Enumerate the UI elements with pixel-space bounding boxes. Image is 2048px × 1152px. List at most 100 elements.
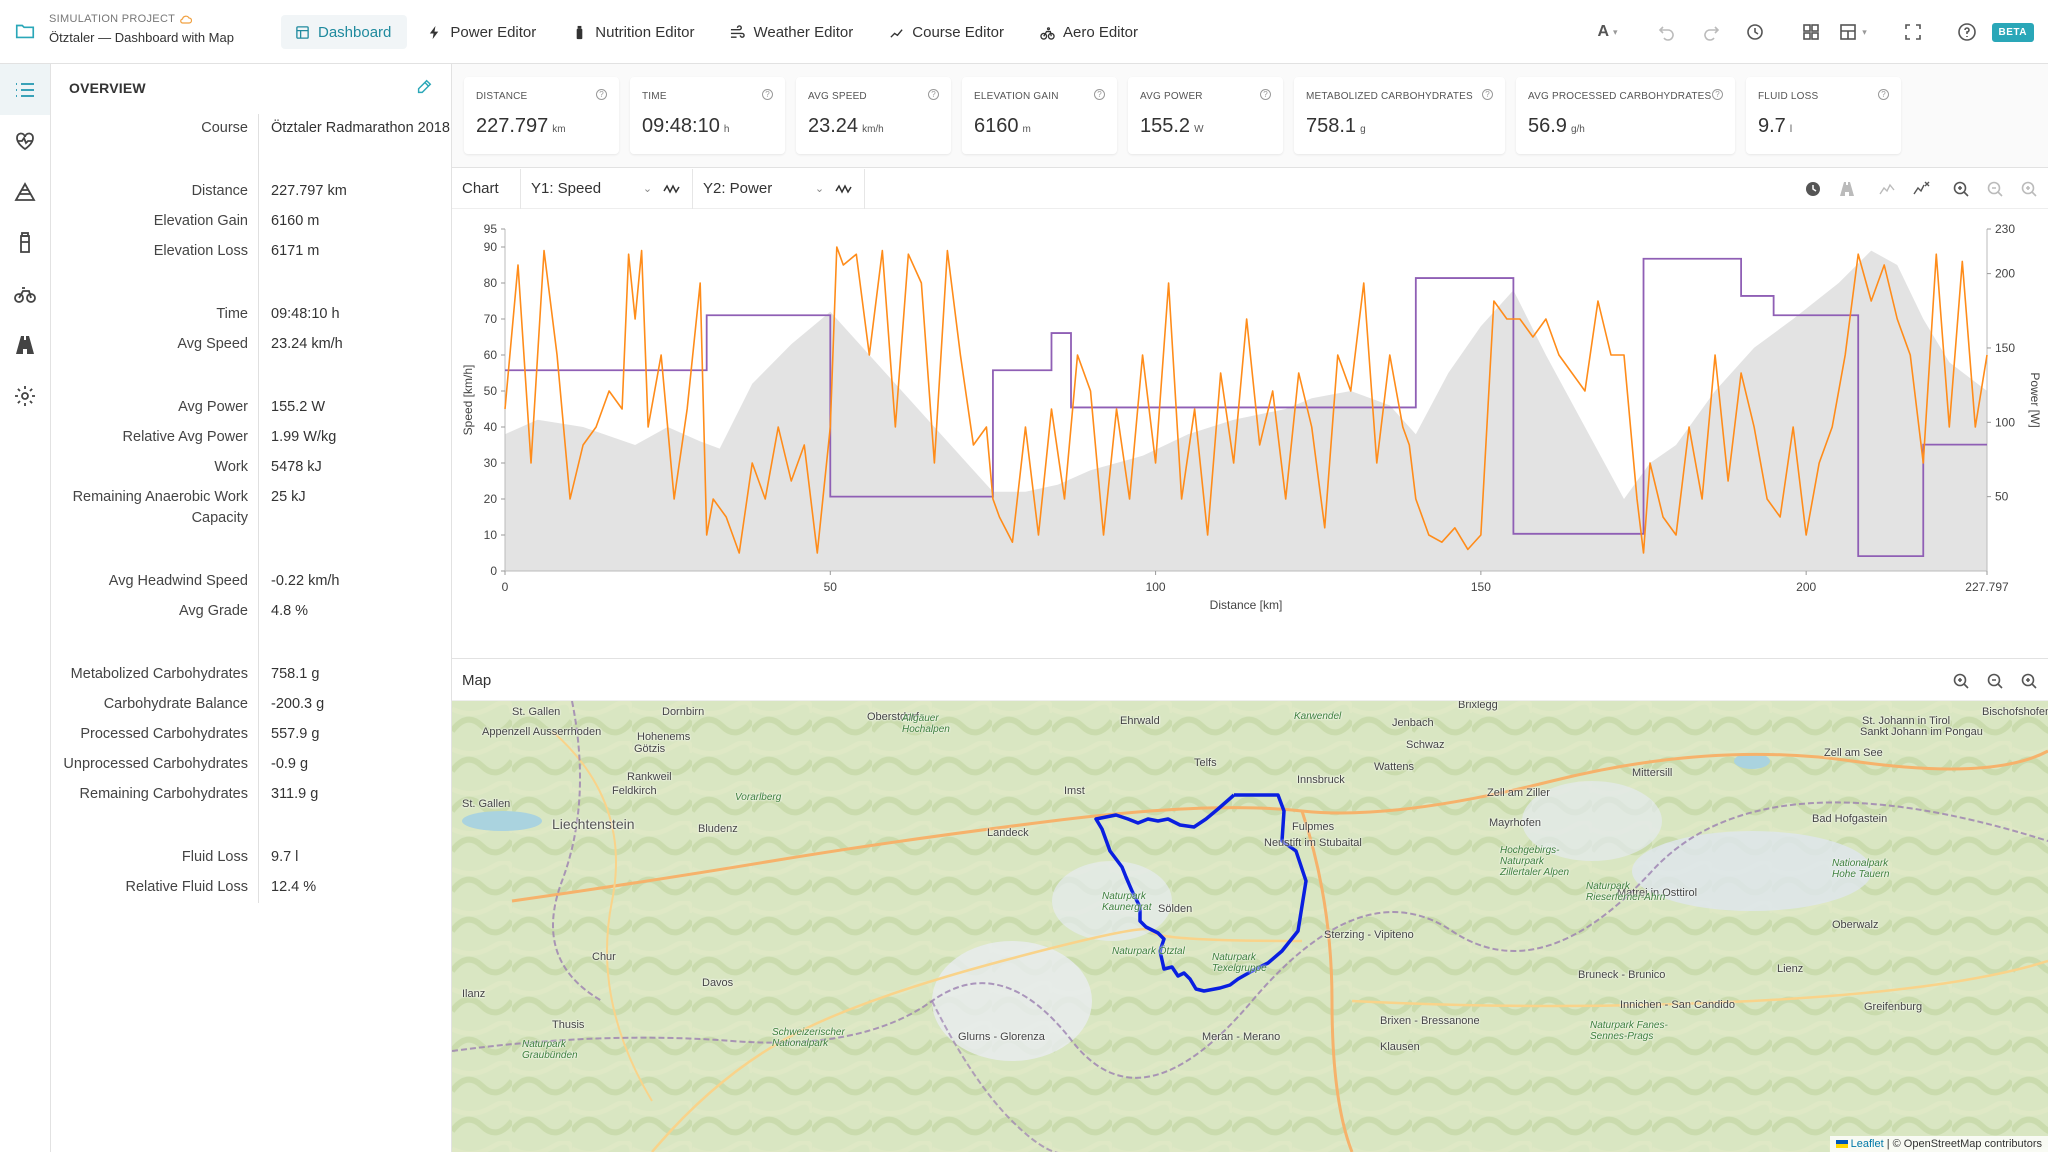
leaflet-link[interactable]: Leaflet xyxy=(1850,1138,1884,1150)
bolt-icon xyxy=(430,25,439,39)
route-map[interactable]: St. Gallen Dornbirn Oberstdorf Allgäuer Hoc… xyxy=(452,701,2048,1152)
rail-nutrition[interactable] xyxy=(0,217,50,268)
language-button[interactable]: A ▾ xyxy=(1597,23,1618,40)
osm-attribution: | © OpenStreetMap contributors xyxy=(1886,1138,2042,1150)
zoom-in-button[interactable] xyxy=(1948,177,1974,201)
card-unit: m xyxy=(1022,124,1031,135)
chart-title: Chart xyxy=(462,180,499,197)
map-zoom-out-button[interactable] xyxy=(1982,669,2008,693)
zoom-reset-icon xyxy=(2021,673,2037,689)
zoom-in-icon xyxy=(1953,181,1969,197)
map-zoom-in-button[interactable] xyxy=(1948,669,1974,693)
tab-aero-editor[interactable]: Aero Editor xyxy=(1026,15,1154,49)
map-place-label: Naturpark Kaunergrat xyxy=(1102,891,1152,913)
y2-tick-label: 200 xyxy=(1995,267,2015,281)
pencil-icon[interactable] xyxy=(415,78,433,96)
map-place-label: Oberstdorf xyxy=(867,711,919,723)
rail-overview[interactable] xyxy=(0,64,50,115)
smooth-button[interactable] xyxy=(1874,177,1900,201)
overview-key: Fluid Loss xyxy=(181,849,248,865)
line-style-icon[interactable] xyxy=(824,183,864,195)
layout-grid-button[interactable] xyxy=(1796,17,1826,47)
card-number: 155.2 xyxy=(1140,115,1191,137)
card-unit: g/h xyxy=(1570,124,1585,135)
metric-card: METABOLIZED CARBOHYDRATES ? 758.1 g xyxy=(1294,77,1505,154)
y1-select[interactable]: Y1: Speed ⌄ xyxy=(520,168,692,209)
beta-badge: BETA xyxy=(1991,22,2034,42)
tab-course-editor[interactable]: Course Editor xyxy=(875,15,1020,49)
map-place-label: St. Johann in Tirol xyxy=(1862,715,1951,727)
map-place-label: Naturpark Graubünden xyxy=(522,1039,578,1061)
card-value: 6160 m xyxy=(974,115,1031,138)
rail-health[interactable] xyxy=(0,115,50,166)
fullscreen-button[interactable] xyxy=(1898,17,1928,47)
overview-row: Course Ötztaler Radmarathon 2018 xyxy=(52,114,452,144)
help-button[interactable] xyxy=(1952,17,1982,47)
metric-cards: DISTANCE ? 227.797 km TIME ? 09:48:10 h AVG … xyxy=(452,64,2048,168)
info-icon[interactable]: ? xyxy=(596,89,607,100)
reset-smooth-button[interactable] xyxy=(1908,177,1934,201)
rail-bike[interactable] xyxy=(0,268,50,319)
card-unit: l xyxy=(1789,124,1793,135)
tab-power-editor[interactable]: Power Editor xyxy=(413,15,552,49)
layout-select-button[interactable]: ▾ xyxy=(1832,17,1874,47)
overview-value: -0.22 km/h xyxy=(258,567,452,597)
rail-road[interactable] xyxy=(0,319,50,370)
undo-button[interactable] xyxy=(1652,17,1682,47)
tab-weather-editor[interactable]: Weather Editor xyxy=(716,15,869,49)
tab-label: Dashboard xyxy=(318,23,392,41)
info-icon[interactable]: ? xyxy=(1482,89,1493,100)
map-place-label: Mayrhofen xyxy=(1489,817,1541,829)
time-axis-button[interactable] xyxy=(1800,177,1826,201)
y2-select-label: Y2: Power xyxy=(703,180,773,197)
map-place-label: Bludenz xyxy=(698,823,738,835)
card-number: 56.9 xyxy=(1528,115,1567,137)
zoom-out-button[interactable] xyxy=(1982,177,2008,201)
card-label: ELEVATION GAIN xyxy=(974,91,1059,102)
route-line[interactable] xyxy=(1094,793,1308,993)
y2-select[interactable]: Y2: Power ⌄ xyxy=(692,168,864,209)
zoom-reset-button[interactable] xyxy=(2016,177,2042,201)
rail-settings[interactable] xyxy=(0,370,50,421)
chart-actions xyxy=(1800,177,2042,201)
map-zoom-reset-button[interactable] xyxy=(2016,669,2042,693)
card-unit: g xyxy=(1360,124,1366,135)
info-icon[interactable]: ? xyxy=(762,89,773,100)
overview-panel: OVERVIEW Course Ötztaler Radmarathon 2018… xyxy=(52,64,452,1152)
smooth-line-icon xyxy=(1879,183,1895,195)
card-value: 56.9 g/h xyxy=(1528,115,1585,138)
folder-icon[interactable] xyxy=(14,20,36,42)
map-place-label: Götzis xyxy=(634,743,666,755)
chevron-down-icon: ⌄ xyxy=(642,183,653,195)
info-icon[interactable]: ? xyxy=(1260,89,1271,100)
rail-course[interactable] xyxy=(0,166,50,217)
map-tiles xyxy=(452,701,2048,1152)
map-actions xyxy=(1948,669,2042,693)
metric-card: ELEVATION GAIN ? 6160 m xyxy=(962,77,1117,154)
overview-value: 9.7 l xyxy=(258,843,452,873)
tab-label: Nutrition Editor xyxy=(595,23,695,41)
speed-power-chart[interactable]: 0 10 20 30 40 50 60 70 80 90 95 50 100 150 200 230 0 50 10… xyxy=(452,209,2048,659)
info-icon[interactable]: ? xyxy=(928,89,939,100)
zoom-reset-icon xyxy=(2021,181,2037,197)
line-style-icon[interactable] xyxy=(652,183,692,195)
map-place-label: Wattens xyxy=(1374,761,1414,773)
map-place-label: Sankt Johann im Pongau xyxy=(1860,726,1983,738)
tab-nutrition-editor[interactable]: Nutrition Editor xyxy=(558,15,710,49)
map-place-label: Allgäuer Hochalpen xyxy=(902,713,950,735)
tab-dashboard[interactable]: Dashboard xyxy=(281,15,408,49)
info-icon[interactable]: ? xyxy=(1712,89,1723,100)
overview-row: Avg Headwind Speed -0.22 km/h xyxy=(52,567,452,597)
map-place-label: Jenbach xyxy=(1392,717,1434,729)
overview-key: Elevation Gain xyxy=(153,213,248,229)
card-number: 6160 xyxy=(974,115,1019,137)
redo-button[interactable] xyxy=(1696,17,1726,47)
road-axis-button[interactable] xyxy=(1834,177,1860,201)
history-button[interactable] xyxy=(1740,17,1770,47)
layout-grid-icon xyxy=(1802,24,1819,40)
map-place-label: Landeck xyxy=(987,827,1029,839)
card-unit: h xyxy=(723,124,730,135)
map-place-label: Mittersill xyxy=(1632,767,1673,779)
info-icon[interactable]: ? xyxy=(1878,89,1889,100)
info-icon[interactable]: ? xyxy=(1094,89,1105,100)
